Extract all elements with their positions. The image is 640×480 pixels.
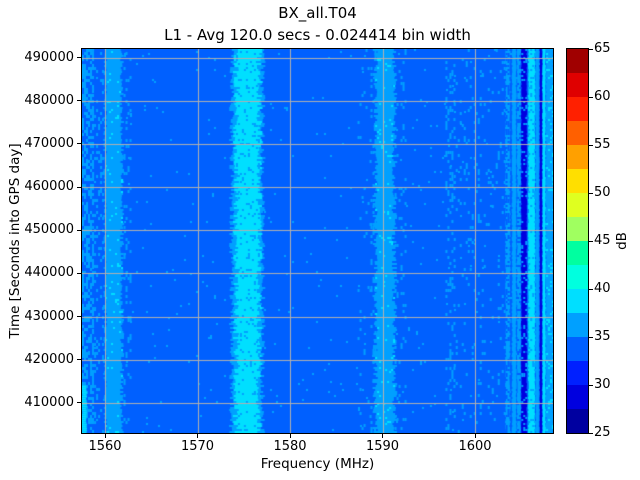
x-tick-mark (197, 434, 199, 438)
heatmap-canvas (82, 49, 553, 433)
plot-area (81, 48, 554, 434)
colorbar-segment (567, 73, 588, 97)
colorbar-segment (567, 169, 588, 193)
colorbar-tick-label: 55 (594, 137, 611, 152)
colorbar-tick-label: 30 (594, 377, 611, 392)
colorbar-segment (567, 265, 588, 289)
colorbar-tick-label: 65 (594, 41, 611, 56)
x-tick-label: 1590 (365, 439, 400, 454)
colorbar-segment (567, 97, 588, 121)
x-tick-label: 1600 (458, 439, 492, 454)
colorbar-tick-mark (589, 96, 593, 98)
colorbar-tick-label: 50 (594, 185, 611, 200)
y-tick-label: 410000 (24, 394, 74, 410)
x-tick-mark (382, 434, 384, 438)
y-tick-label: 420000 (24, 351, 74, 367)
colorbar-tick-label: 35 (594, 329, 611, 344)
y-tick-label: 490000 (24, 49, 74, 65)
colorbar-tick-label: 45 (594, 233, 611, 248)
y-tick-mark (77, 272, 81, 274)
colorbar-segment (567, 145, 588, 169)
y-axis-label: Time [Seconds into GPS day] (7, 143, 23, 339)
x-tick-mark (104, 434, 106, 438)
colorbar-tick-mark (589, 384, 593, 386)
colorbar-segment (567, 409, 588, 433)
y-tick-label: 450000 (24, 222, 74, 238)
y-tick-mark (77, 143, 81, 145)
colorbar-tick-mark (589, 48, 593, 50)
colorbar-tick-mark (589, 336, 593, 338)
colorbar-segment (567, 337, 588, 361)
colorbar-tick-label: 40 (594, 281, 611, 296)
x-tick-label: 1560 (88, 439, 122, 454)
colorbar-segment (567, 289, 588, 313)
colorbar-segment (567, 217, 588, 241)
colorbar-tick-mark (589, 288, 593, 290)
y-tick-mark (77, 229, 81, 231)
y-tick-mark (77, 402, 81, 404)
colorbar-tick-label: 25 (594, 425, 611, 440)
colorbar-segment (567, 241, 588, 265)
colorbar-tick-mark (589, 144, 593, 146)
colorbar-segment (567, 193, 588, 217)
x-tick-label: 1580 (273, 439, 307, 454)
colorbar-tick-mark (589, 192, 593, 194)
x-axis-label: Frequency (MHz) (260, 456, 375, 472)
colorbar-segment (567, 361, 588, 385)
y-tick-mark (77, 186, 81, 188)
y-tick-mark (77, 359, 81, 361)
colorbar-segment (567, 385, 588, 409)
colorbar-tick-mark (589, 432, 593, 434)
y-tick-label: 440000 (24, 265, 74, 281)
colorbar-gradient (567, 49, 588, 433)
y-tick-mark (77, 316, 81, 317)
x-tick-mark (474, 434, 476, 438)
x-tick-label: 1570 (180, 439, 215, 454)
colorbar-segment (567, 49, 588, 73)
colorbar (566, 48, 589, 434)
y-tick-mark (77, 100, 81, 102)
colorbar-tick-label: 60 (594, 89, 611, 104)
x-tick-mark (289, 434, 291, 438)
y-tick-label: 470000 (24, 135, 74, 151)
colorbar-segment (567, 121, 588, 145)
chart-title: BX_all.T04 (278, 4, 357, 22)
colorbar-segment (567, 313, 588, 337)
y-tick-label: 480000 (24, 92, 74, 108)
y-tick-mark (77, 57, 81, 59)
y-tick-label: 430000 (24, 308, 74, 324)
y-tick-label: 460000 (24, 179, 74, 195)
colorbar-tick-mark (589, 240, 593, 242)
chart-subtitle: L1 - Avg 120.0 secs - 0.024414 bin width (164, 26, 471, 44)
